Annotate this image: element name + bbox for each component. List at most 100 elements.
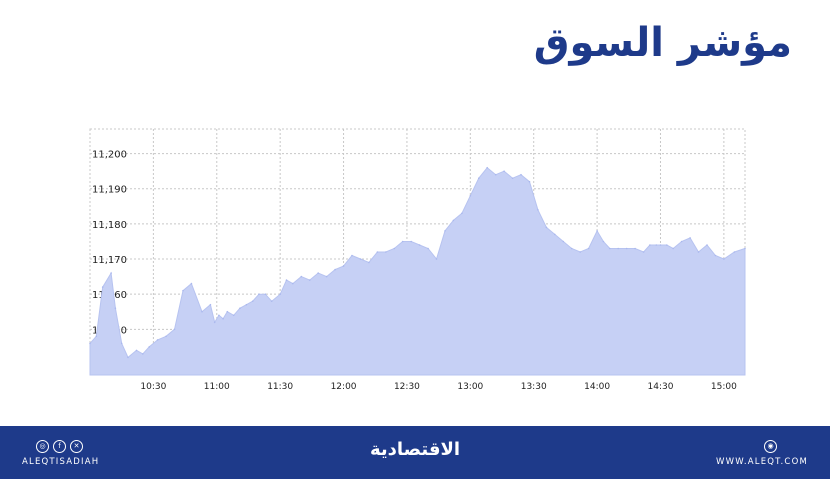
data-point <box>165 335 167 338</box>
data-point <box>461 212 463 215</box>
x-icon[interactable]: ✕ <box>70 440 83 453</box>
data-point <box>173 328 176 331</box>
x-tick-label: 13:30 <box>521 382 547 392</box>
x-tick-label: 12:00 <box>331 382 357 392</box>
page-title: مؤشر السوق <box>533 20 792 66</box>
data-point <box>101 286 104 288</box>
data-point <box>520 173 522 176</box>
y-tick-label: 11,170 <box>92 255 127 266</box>
data-point <box>649 244 651 246</box>
data-point <box>723 258 725 260</box>
data-point <box>376 251 379 253</box>
data-point <box>697 251 700 253</box>
data-point <box>222 318 224 320</box>
x-tick-label: 12:30 <box>394 382 420 392</box>
data-point <box>562 240 565 243</box>
data-point <box>511 177 514 179</box>
x-tick-label: 11:00 <box>204 382 230 392</box>
data-point <box>435 258 438 260</box>
data-point <box>427 247 429 250</box>
data-point <box>587 247 590 250</box>
data-point <box>325 275 328 278</box>
data-point <box>393 247 396 250</box>
data-point <box>292 282 294 285</box>
data-point <box>120 342 123 345</box>
instagram-icon[interactable]: ◎ <box>36 440 49 453</box>
data-point <box>452 219 455 222</box>
data-point <box>201 310 203 313</box>
data-point <box>239 307 241 310</box>
data-point <box>232 314 235 317</box>
data-point <box>300 275 303 278</box>
data-point <box>503 170 505 172</box>
data-point <box>385 251 387 253</box>
data-point <box>359 258 362 260</box>
data-point <box>714 254 717 257</box>
data-point <box>308 279 311 281</box>
x-tick-label: 13:00 <box>457 382 483 392</box>
footer-bar: ◎ f ✕ ALEQTISADIAH الاقتصادية ◉ WWW.ALEQ… <box>0 426 830 479</box>
x-tick-label: 10:30 <box>140 382 166 392</box>
data-point <box>258 293 260 296</box>
data-point <box>602 240 605 243</box>
data-point <box>418 244 421 246</box>
x-tick-label: 11:30 <box>267 382 293 392</box>
data-point <box>486 166 489 169</box>
facebook-icon[interactable]: f <box>53 440 66 453</box>
data-point <box>279 293 282 296</box>
data-point <box>127 356 129 359</box>
data-point <box>625 247 628 250</box>
data-point <box>596 230 598 232</box>
data-point <box>218 314 220 317</box>
data-point <box>251 300 254 303</box>
data-point <box>401 240 404 243</box>
data-point <box>642 251 645 253</box>
social-handle[interactable]: ALEQTISADIAH <box>22 457 100 467</box>
brand-logo: الاقتصادية <box>369 439 461 460</box>
data-point <box>634 247 636 250</box>
data-point <box>609 247 611 250</box>
x-tick-label: 15:00 <box>711 382 737 392</box>
data-point <box>156 339 159 341</box>
data-point <box>655 244 658 246</box>
data-point <box>95 335 98 338</box>
data-point <box>706 244 708 246</box>
data-point <box>617 247 619 250</box>
data-point <box>666 244 668 246</box>
data-point <box>317 272 320 274</box>
data-point <box>213 321 216 324</box>
data-point <box>89 342 91 345</box>
website-link[interactable]: WWW.ALEQT.COM <box>716 457 808 467</box>
data-point <box>285 279 288 281</box>
data-point <box>659 244 662 246</box>
data-point <box>444 230 446 232</box>
data-point <box>142 353 144 355</box>
y-tick-label: 11,200 <box>92 150 127 161</box>
data-point <box>135 349 138 352</box>
data-point <box>182 289 184 292</box>
data-point <box>744 247 746 250</box>
index-area-series <box>89 166 746 376</box>
data-point <box>209 303 212 306</box>
social-icons: ◎ f ✕ <box>36 440 83 453</box>
data-point <box>528 180 531 183</box>
data-point <box>110 272 112 274</box>
x-tick-label: 14:30 <box>648 382 674 392</box>
data-point <box>689 237 691 239</box>
data-point <box>478 177 480 179</box>
data-point <box>334 268 336 271</box>
data-point <box>494 173 497 176</box>
data-point <box>264 293 267 296</box>
data-point <box>410 240 413 243</box>
y-tick-label: 11,180 <box>92 220 127 231</box>
data-point <box>245 303 248 306</box>
data-point <box>733 251 736 253</box>
data-point <box>554 233 556 236</box>
data-point <box>680 240 683 243</box>
data-point <box>351 254 353 257</box>
data-point <box>579 251 581 253</box>
data-point <box>114 307 117 310</box>
data-point <box>226 310 229 313</box>
data-point <box>570 247 573 250</box>
market-index-chart: 11,20011,19011,18011,17011,16011,15011,1… <box>89 128 746 392</box>
